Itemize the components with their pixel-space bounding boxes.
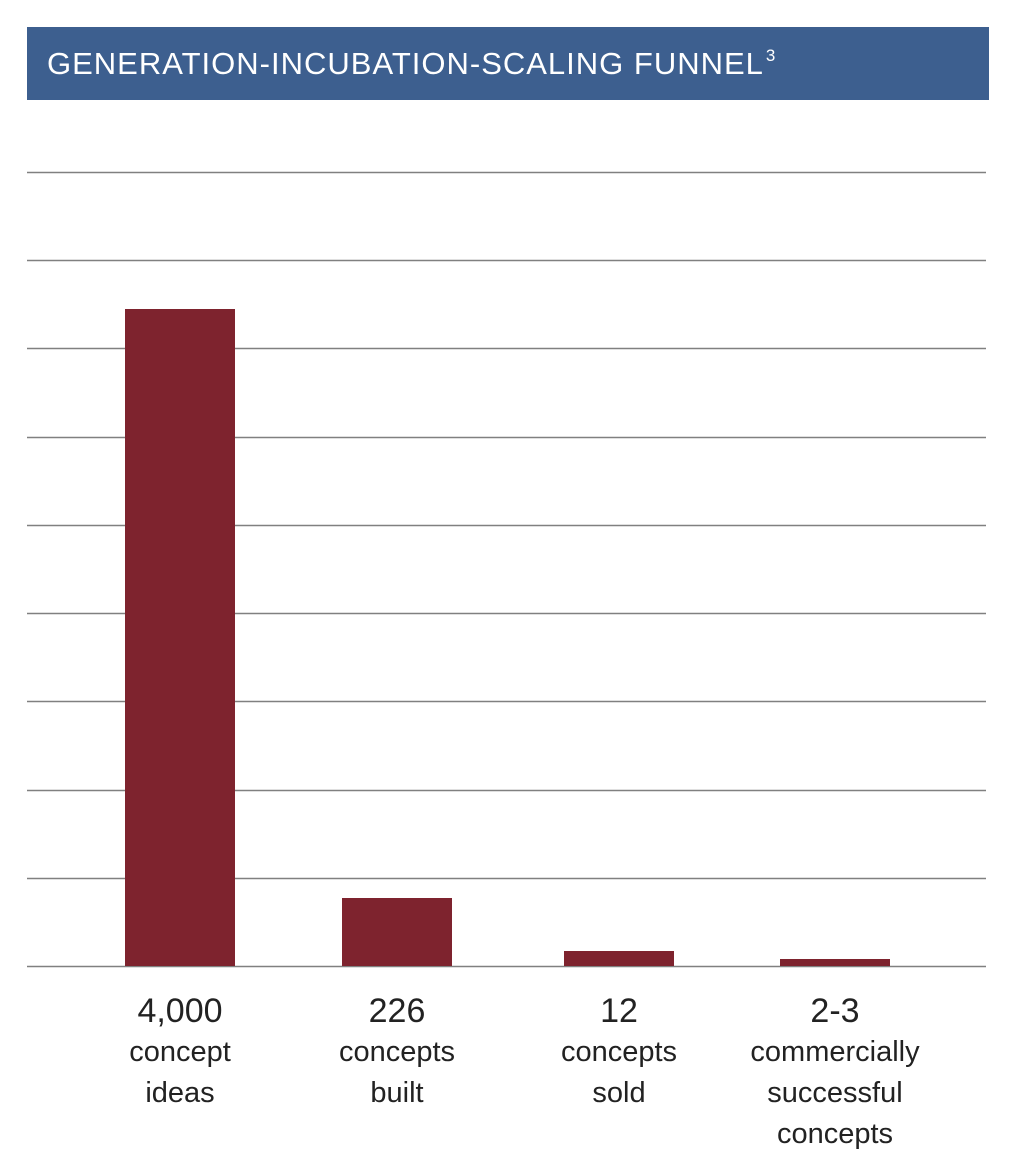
bar-4: [780, 959, 890, 966]
chart-title-banner: GENERATION-INCUBATION-SCALING FUNNEL 3: [27, 27, 989, 100]
bar-value-label: 12: [600, 992, 638, 1030]
category-label-2: 226 concepts built: [277, 990, 517, 1114]
bar-description-label: concept ideas: [129, 1036, 231, 1109]
bar-description-label: commercially successful concepts: [750, 1036, 920, 1150]
category-label-1: 4,000 concept ideas: [60, 990, 300, 1114]
bar-value-label: 4,000: [137, 992, 223, 1030]
bar-description-label: concepts built: [338, 1036, 456, 1109]
category-label-3: 12 concepts sold: [499, 990, 739, 1114]
bar-value-label: 226: [368, 992, 426, 1030]
bar-description-label: concepts sold: [560, 1036, 678, 1109]
footnote-marker: 3: [765, 45, 777, 65]
chart-title: GENERATION-INCUBATION-SCALING FUNNEL 3: [47, 46, 776, 82]
category-label-4: 2-3 commercially successful concepts: [715, 990, 955, 1155]
bar-3: [564, 951, 674, 966]
chart-title-text: GENERATION-INCUBATION-SCALING FUNNEL: [47, 45, 764, 81]
bar-1: [125, 309, 235, 966]
bar-2: [342, 898, 452, 966]
bar-value-label: 2-3: [810, 992, 860, 1030]
bars: [125, 309, 890, 966]
